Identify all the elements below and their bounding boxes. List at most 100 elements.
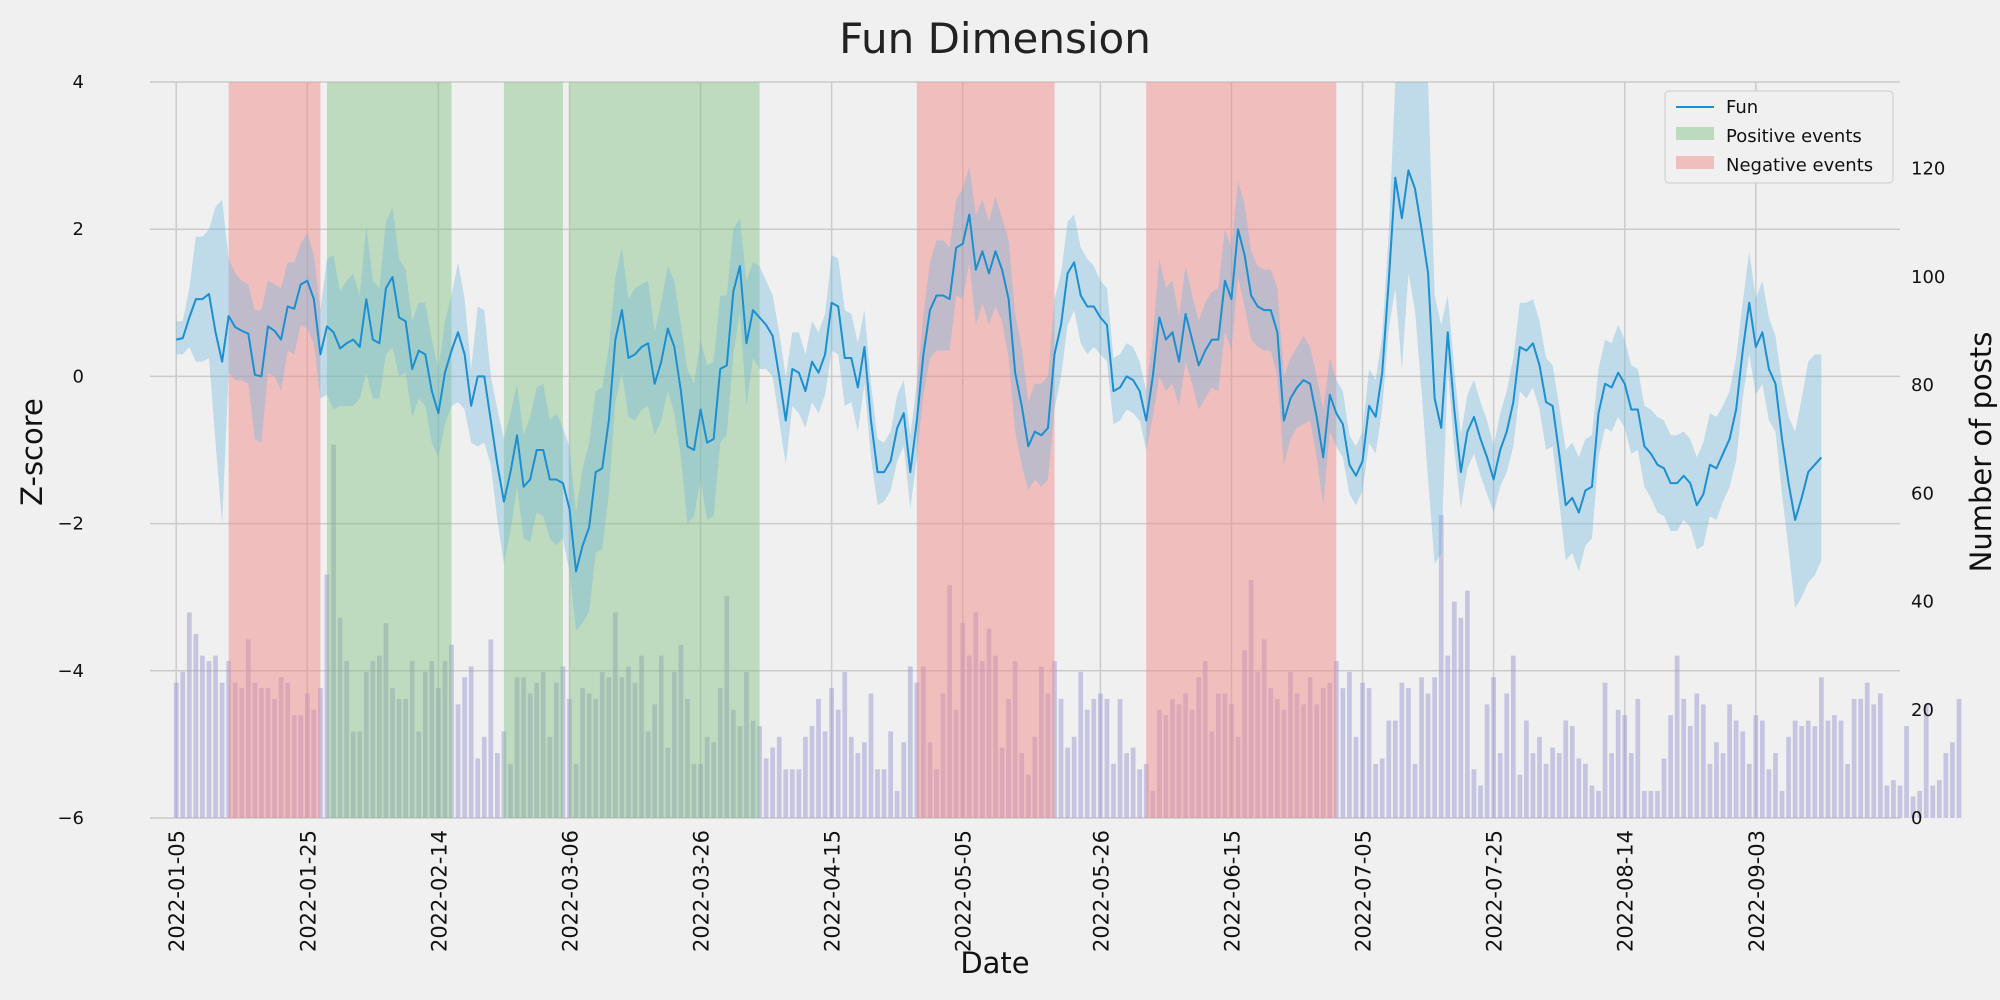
x-axis-ticks: 2022-01-05 2022-01-25 2022-02-14 2022-03-06… [165,830,1769,952]
post-count-bar [1668,715,1673,818]
post-count-bar [219,682,225,818]
post-count-bar [193,634,199,818]
y-axis-label: Z-score [15,398,49,506]
post-count-bar [200,655,205,818]
legend-entry-negative: Negative events [1726,155,1873,176]
post-count-bar [1347,671,1352,818]
post-count-bar [685,698,690,818]
post-count-bar [409,661,415,818]
post-count-bar [632,682,638,818]
fun-line-group [175,169,1823,573]
y-tick-label: −6 [57,808,84,829]
post-count-bar [1117,698,1123,818]
post-count-bar [324,574,330,818]
x-tick-label: 2022-09-03 [1745,830,1769,952]
y2-tick-label: 80 [1911,375,1934,396]
post-count-bar [1130,747,1136,818]
post-count-bar [626,666,631,818]
post-count-bar [907,666,913,818]
x-tick-label: 2022-03-26 [690,830,714,952]
post-count-bar [599,671,605,818]
post-count-bar [1071,736,1077,818]
post-count-bar [658,655,664,818]
post-count-bar [416,731,422,818]
post-count-bar [606,677,612,818]
post-count-bar [455,704,461,818]
legend-entry-fun: Fun [1726,97,1758,118]
post-count-bar [691,763,697,818]
x-tick-label: 2022-01-25 [296,830,320,952]
post-count-bar [567,698,572,818]
post-count-bar [1701,704,1706,818]
post-count-bar [560,666,566,818]
post-count-bar [1084,709,1090,818]
post-count-bar [1805,720,1811,818]
x-tick-label: 2022-03-06 [558,830,582,952]
post-count-bar [350,731,356,818]
post-count-bar [1583,763,1588,818]
post-count-bar [521,677,526,818]
negative-event-span [1146,82,1337,818]
post-count-bar [1930,785,1936,818]
post-count-bar [377,655,382,818]
y2-tick-label: 100 [1911,267,1945,288]
post-count-bar [1687,726,1693,818]
post-count-bar [1733,720,1739,818]
post-count-bar [442,661,448,818]
post-count-bar [403,698,408,818]
post-count-bar [1884,785,1890,818]
post-count-bar [1871,704,1877,818]
post-count-bar [665,747,671,818]
post-count-bar [1773,753,1778,818]
post-count-bar [1832,715,1837,818]
post-count-bar [1760,720,1765,818]
y2-tick-label: 120 [1911,159,1945,180]
post-count-bar [1858,698,1864,818]
post-count-bar [1576,758,1582,818]
post-count-bar [1098,693,1103,818]
post-count-bar [206,661,212,818]
post-count-bar [862,742,867,818]
post-count-bar [449,644,454,818]
post-count-bar [803,736,808,818]
post-count-bar [1524,720,1529,818]
post-count-bar [1812,726,1818,818]
post-count-bar [580,688,585,818]
post-count-bar [1753,715,1759,818]
y-tick-label: −4 [57,661,84,682]
post-count-bar [737,726,743,818]
post-count-bar [1078,671,1084,818]
legend-positive-swatch [1676,127,1714,140]
post-count-bar [1923,704,1929,818]
post-count-bar [1491,677,1496,818]
post-count-bar [783,769,789,818]
post-count-bar [1104,698,1110,818]
post-count-bar [462,677,467,818]
post-count-bar [331,444,336,818]
post-count-bar [475,758,481,818]
post-count-bar [337,617,343,818]
post-count-bar [698,763,703,818]
negative-event-span [228,82,321,818]
post-count-bar [1596,790,1601,818]
positive-event-span [326,82,452,818]
x-tick-label: 2022-08-14 [1614,830,1638,952]
post-count-bar [593,698,599,818]
post-count-bar [1589,785,1595,818]
x-tick-label: 2022-05-05 [952,830,976,952]
post-count-bar [1746,763,1752,818]
post-count-bar [527,693,533,818]
post-count-bar [1543,763,1549,818]
post-count-bar [1674,655,1680,818]
post-count-bar [1445,655,1451,818]
x-tick-label: 2022-07-25 [1483,830,1507,952]
post-count-bar [1648,790,1654,818]
post-count-bar [1360,682,1365,818]
post-count-bar [1917,790,1923,818]
post-count-bar [1602,682,1608,818]
x-tick-label: 2022-06-15 [1220,830,1244,952]
post-count-bar [809,726,815,818]
post-count-bar [1642,790,1647,818]
post-count-bar [586,693,592,818]
post-count-bar [534,682,540,818]
